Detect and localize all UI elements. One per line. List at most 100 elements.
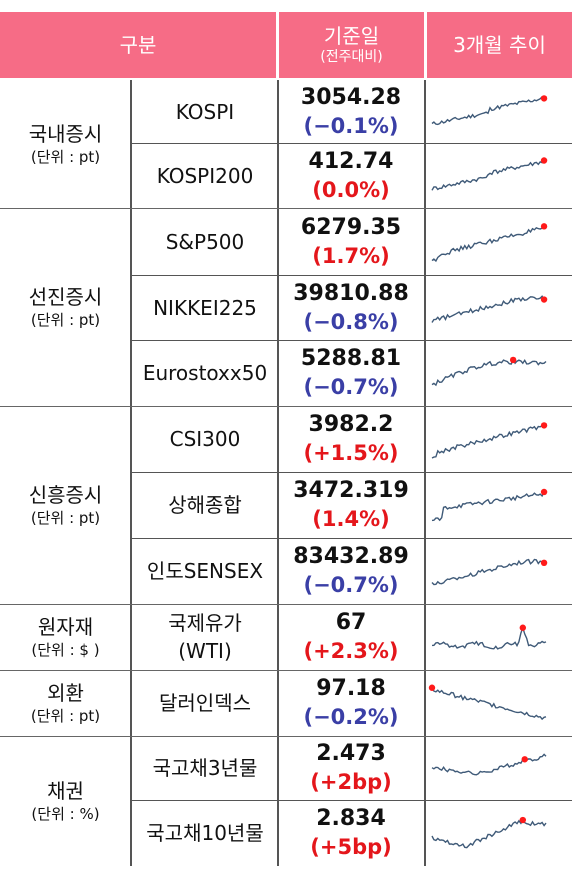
item-label-cell: KOSPI [133,80,277,143]
index-value: 6279.35 [300,214,402,240]
sparkline-path [431,625,547,650]
weekly-change: (−0.1%) [303,113,399,138]
value-cell: 412.74 (0.0%) [278,143,424,208]
weekly-change: (−0.7%) [303,573,399,597]
sparkline-latest-dot [540,559,548,567]
index-value: 412.74 [308,148,394,174]
weekly-change: (1.7%) [312,243,390,268]
category-unit: (단위 : pt) [30,707,101,725]
index-value: 3472.319 [293,478,409,503]
item-label: KOSPI [175,99,235,124]
item-label: 국제유가 [168,611,242,635]
sparkline-latest-dot [428,684,436,691]
sparkline-path [431,558,547,586]
row-divider [131,800,572,801]
item-label-cell: S&P500 [133,208,277,275]
trend-sparkline [431,295,548,323]
sparkline-path [431,491,547,522]
sparkline-path [431,159,547,191]
sparkline-latest-dot [519,816,527,824]
trend-sparkline [431,753,547,776]
index-value: 5288.81 [300,346,402,371]
category-name: 선진증시 [28,285,103,309]
sparkline-path [431,358,547,387]
group-divider [0,670,572,671]
item-label-cell: 상해종합 [133,472,277,538]
trend-sparkline [431,558,548,586]
trend-sparkline [431,223,548,263]
sparkline-latest-dot [519,624,527,631]
category-cell: 신흥증시 (단위 : pt) [0,406,131,604]
weekly-change: (−0.2%) [303,705,399,729]
category-unit: (단위 : $ ) [31,641,100,659]
category-unit: (단위 : %) [31,805,100,823]
item-label-cell: 인도SENSEX [133,538,277,604]
sparkline-path [431,818,547,849]
category-name: 채권 [47,779,84,803]
category-cell: 원자재 (단위 : $ ) [0,604,131,670]
index-value: 67 [335,610,367,635]
trend-sparkline [431,422,548,459]
value-cell: 2.834 (+5bp) [278,800,424,866]
index-value: 83432.89 [293,544,409,569]
index-value: 39810.88 [293,280,409,306]
value-cell: 3472.319 (1.4%) [278,472,424,538]
trend-sparkline [431,816,547,849]
item-label: 국고채3년물 [152,756,258,780]
trend-sparkline [431,624,547,650]
weekly-change: (−0.8%) [303,309,399,334]
weekly-change: (+5bp) [310,835,392,859]
header-trend: 3개월 추이 [427,12,572,78]
group-divider [0,208,572,209]
weekly-change: (0.0%) [312,177,390,202]
column-divider [130,80,132,866]
category-name: 외환 [47,681,84,705]
weekly-change: (+2.3%) [303,639,399,663]
sparkline-latest-dot [540,223,548,230]
category-cell: 국내증시 (단위 : pt) [0,80,131,208]
sparkline-latest-dot [540,488,548,496]
item-label: S&P500 [165,229,245,254]
index-value: 2.473 [316,741,386,766]
item-label: 상해종합 [168,493,242,517]
column-divider [277,80,279,866]
value-cell: 39810.88 (−0.8%) [278,275,424,340]
category-cell: 선진증시 (단위 : pt) [0,208,131,406]
index-value: 3982.2 [308,412,394,437]
sparkline-latest-dot [509,356,517,364]
value-cell: 3054.28 (−0.1%) [278,80,424,143]
value-cell: 2.473 (+2bp) [278,736,424,800]
header-date: 기준일 (전주대비) [279,12,424,78]
category-cell: 외환 (단위 : pt) [0,670,131,736]
value-cell: 5288.81 (−0.7%) [278,340,424,406]
category-name: 원자재 [37,615,94,639]
item-label: (WTI) [178,639,232,663]
category-unit: (단위 : pt) [30,311,101,329]
sparkline-path [431,224,547,263]
sparkline-latest-dot [521,756,528,763]
sparkline-latest-dot [540,422,548,429]
row-divider [131,143,572,144]
weekly-change: (+1.5%) [303,441,399,465]
item-label-cell: NIKKEI225 [133,275,277,340]
item-label-cell: Eurostoxx50 [133,340,277,406]
row-divider [131,340,572,341]
trend-sparkline [431,356,547,387]
header-trend-label: 3개월 추이 [453,33,546,57]
index-value: 2.834 [316,806,386,831]
sparkline-latest-dot [540,95,548,102]
item-label-cell: 국고채3년물 [133,736,277,800]
row-divider [131,538,572,539]
item-label: 달러인덱스 [159,691,251,715]
trend-sparkline [431,157,548,191]
item-label: 인도SENSEX [146,559,264,583]
header-date-label: 기준일 [323,24,380,48]
category-unit: (단위 : pt) [30,509,101,527]
column-divider [424,80,426,866]
item-label: KOSPI200 [156,163,254,188]
sparkline-path [431,753,547,776]
item-label: 국고채10년물 [146,821,264,845]
sparkline-path [431,424,547,459]
row-divider [131,472,572,473]
item-label-cell: 국제유가 (WTI) [133,604,277,670]
